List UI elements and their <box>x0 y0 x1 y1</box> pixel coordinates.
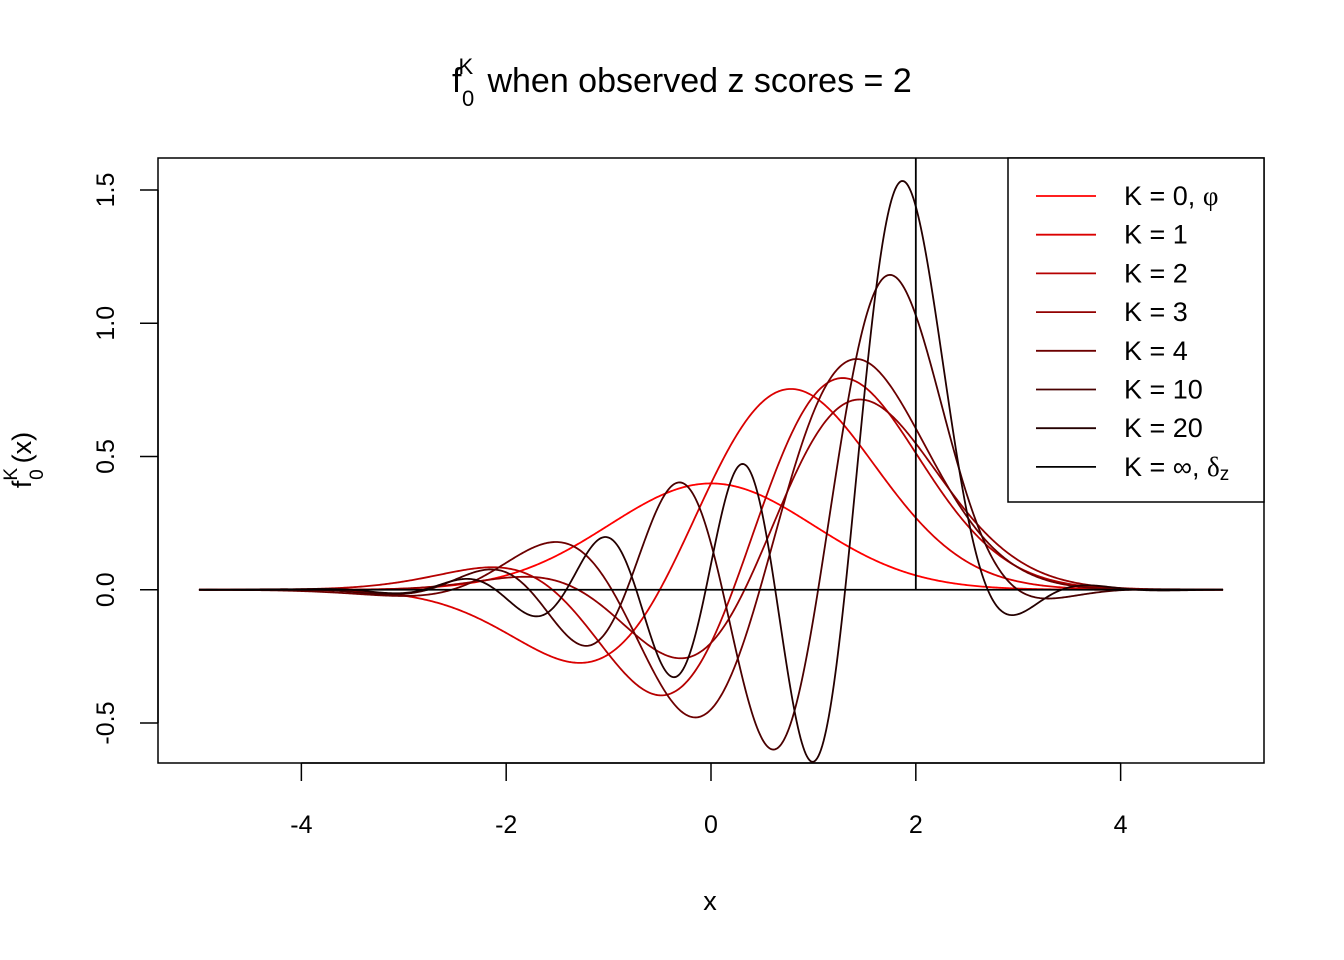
chart-title: fK 0 when observed z scores = 2 <box>452 54 912 111</box>
svg-text:fK0(x): fK 0 (x) <box>1 432 48 488</box>
y-axis-label-subscript: 0 <box>27 469 48 480</box>
legend-entry-label: K = 2 <box>1124 258 1188 288</box>
legend-entry-symbol: δ <box>1207 452 1220 482</box>
y-tick-label: 0.0 <box>92 572 120 607</box>
y-tick-label: 0.5 <box>92 439 120 474</box>
chart-title-text: when observed z scores = 2 <box>478 62 912 100</box>
legend-box <box>1007 157 1265 503</box>
legend-entry-label: K = 0, φ <box>1124 181 1218 211</box>
y-axis-label-superscript: K <box>1 468 22 481</box>
curves <box>198 158 1224 763</box>
series-line-K-4 <box>198 358 1224 719</box>
x-tick-label: -4 <box>290 811 312 839</box>
chart-title-base: f <box>452 62 462 100</box>
y-tick-label: 1.0 <box>92 306 120 341</box>
x-tick-label: -2 <box>495 811 517 839</box>
legend-entry-label: K = ∞, δz <box>1124 452 1229 485</box>
chart-title-subscript: 0 <box>462 86 474 111</box>
x-axis-label: x <box>703 886 717 916</box>
y-axis-label: fK 0 (x) <box>1 432 48 488</box>
x-tick-label: 2 <box>909 811 923 839</box>
y-axis-label-text: (x) <box>7 432 37 463</box>
y-axis: -0.5 0.0 0.5 1.0 1.5 <box>92 173 159 745</box>
legend: K = 0, φ K = 1 K = 2 K = 3 K = 4 K = 10 K = 20… <box>1007 157 1265 503</box>
chart-title-superscript: K <box>458 54 473 79</box>
series-line-K-10 <box>198 273 1224 751</box>
legend-entry-label: K = 4 <box>1124 336 1188 366</box>
series-line-K-inf <box>198 158 1224 591</box>
legend-entry-subscript: z <box>1220 463 1230 484</box>
x-axis: -4 -2 0 2 4 <box>290 762 1128 839</box>
x-tick-label: 0 <box>704 811 718 839</box>
y-axis-label-base: f <box>7 480 37 488</box>
legend-entry-label: K = 3 <box>1124 297 1188 327</box>
legend-entry-label: K = 20 <box>1124 413 1203 443</box>
series-line-K-20 <box>198 180 1224 763</box>
legend-entry-label: K = 1 <box>1124 220 1188 250</box>
legend-entry-symbol: φ <box>1203 181 1219 211</box>
x-tick-label: 4 <box>1114 811 1128 839</box>
legend-entry-label: K = 10 <box>1124 375 1203 405</box>
y-tick-label: 1.5 <box>92 173 120 208</box>
y-tick-label: -0.5 <box>92 701 120 744</box>
